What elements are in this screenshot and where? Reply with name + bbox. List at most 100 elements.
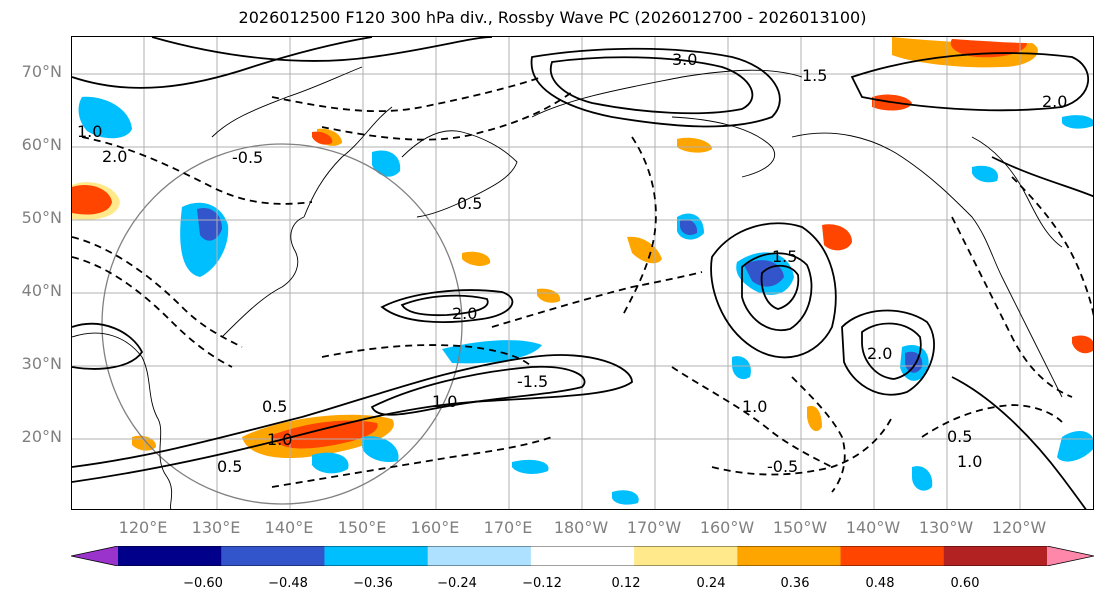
- contour-label: 0.5: [457, 194, 482, 213]
- contour-label: -1.5: [517, 372, 548, 391]
- contour-line: [380, 289, 514, 323]
- colorbar-segment: [530, 546, 635, 566]
- contour-line: [72, 236, 243, 348]
- div-negative-area: [372, 150, 401, 177]
- div-positive-area: [537, 288, 561, 303]
- contour-line: [72, 354, 633, 483]
- lon-label: 150°W: [772, 518, 828, 537]
- coastline: [791, 132, 1063, 398]
- contour-line: [991, 156, 1093, 198]
- lon-label: 180°W: [553, 518, 609, 537]
- div-negative-area: [362, 436, 399, 463]
- coastline: [72, 332, 173, 509]
- contour-line: [81, 136, 313, 205]
- colorbar-tick-label: 0.60: [950, 576, 980, 591]
- colorbar-tick-label: −0.48: [268, 576, 308, 591]
- contour-line: [850, 52, 1089, 112]
- contour-label: 1.0: [957, 452, 982, 471]
- div-positive-area: [1072, 335, 1093, 354]
- contour-line: [271, 436, 553, 488]
- lon-label: 140°W: [845, 518, 901, 537]
- coastline: [971, 136, 1063, 248]
- chart-title: 2026012500 F120 300 hPa div., Rossby Wav…: [238, 8, 867, 27]
- colorbar-segment: [324, 546, 429, 566]
- div-negative-area: [732, 356, 751, 380]
- rossby-contours-solid: [72, 37, 1093, 509]
- colorbar-segment: [427, 546, 532, 566]
- div-positive-area: [677, 137, 712, 153]
- div-negative-area: [78, 96, 132, 139]
- div-negative-area: [612, 490, 639, 505]
- contour-label: 1.0: [742, 397, 767, 416]
- graticule: [72, 37, 1093, 509]
- contour-line: [951, 376, 1087, 509]
- contour-line: [760, 264, 800, 310]
- lon-label: 160°E: [410, 518, 460, 537]
- contour-line: [530, 47, 781, 128]
- contour-label: 2.0: [867, 344, 892, 363]
- contour-line: [491, 271, 703, 328]
- contour-line: [710, 222, 837, 359]
- contour-label: 0.5: [947, 427, 972, 446]
- colorbar-tick-label: −0.12: [522, 576, 562, 591]
- contour-line: [72, 322, 144, 370]
- lon-label: 160°W: [699, 518, 755, 537]
- colorbar-tick-label: 0.48: [865, 576, 895, 591]
- coastlines: [72, 66, 1063, 509]
- div-positive-area: [312, 131, 333, 145]
- contour-line: [951, 216, 1073, 398]
- lon-label: 150°E: [337, 518, 387, 537]
- colorbar-extend-low: [71, 546, 118, 566]
- div-negative-area: [1062, 115, 1093, 129]
- contour-line: [921, 404, 1063, 438]
- map-panel: 3.0 2.0 1.0 0.5 1.5 2.0 1.0 0.5 -0.5 1.0…: [71, 36, 1094, 510]
- colorbar-tick-label: 0.12: [611, 576, 641, 591]
- contour-line: [741, 252, 813, 332]
- contour-line: [841, 309, 935, 396]
- div-positive-area: [72, 184, 112, 215]
- coastline: [401, 130, 518, 218]
- lat-label: 60°N: [21, 135, 62, 154]
- lon-label: 130°E: [191, 518, 241, 537]
- coastline: [531, 69, 803, 118]
- contour-label: 1.5: [772, 247, 797, 266]
- contour-line: [370, 365, 586, 416]
- lat-label: 40°N: [21, 281, 62, 300]
- coastline: [211, 66, 363, 138]
- colorbar-segments: [71, 546, 1094, 566]
- lon-label: 120°E: [118, 518, 168, 537]
- map-canvas: 3.0 2.0 1.0 0.5 1.5 2.0 1.0 0.5 -0.5 1.0…: [72, 37, 1093, 509]
- colorbar-segment: [737, 546, 842, 566]
- coastline: [221, 216, 305, 338]
- div-negative-area: [512, 459, 549, 474]
- colorbar-tick-label: 0.36: [780, 576, 810, 591]
- contour-line: [861, 322, 922, 380]
- colorbar-segment: [118, 546, 222, 566]
- contour-label: 0.5: [217, 457, 242, 476]
- colorbar-tick-label: −0.60: [183, 576, 223, 591]
- div-negative-area: [312, 452, 349, 474]
- colorbar-extend-high: [1047, 546, 1094, 566]
- contour-line: [72, 256, 233, 368]
- contour-label: 2.0: [452, 304, 477, 323]
- contour-label: 1.0: [432, 392, 457, 411]
- colorbar-segment: [634, 546, 738, 566]
- colorbar: [71, 546, 1094, 566]
- colorbar-segment: [840, 546, 945, 566]
- contour-labels: 3.0 2.0 1.0 0.5 1.5 2.0 1.0 0.5 -0.5 1.0…: [77, 50, 1067, 476]
- contour-label: 1.0: [267, 430, 292, 449]
- contour-label: 0.5: [262, 397, 287, 416]
- div-negative-area: [680, 219, 698, 235]
- colorbar-tick-label: 0.24: [696, 576, 726, 591]
- colorbar-segment: [221, 546, 325, 566]
- div-positive-area: [462, 251, 491, 266]
- div-positive-area: [822, 224, 852, 251]
- contour-label: 1.0: [77, 122, 102, 141]
- contour-line: [1011, 176, 1093, 317]
- div-negative-area: [1057, 431, 1093, 462]
- colorbar-tick-label: −0.24: [437, 576, 477, 591]
- div-negative-area: [972, 165, 998, 183]
- div-positive-area: [627, 236, 662, 264]
- div-positive-area: [272, 420, 378, 449]
- colorbar-tick-label: −0.36: [353, 576, 393, 591]
